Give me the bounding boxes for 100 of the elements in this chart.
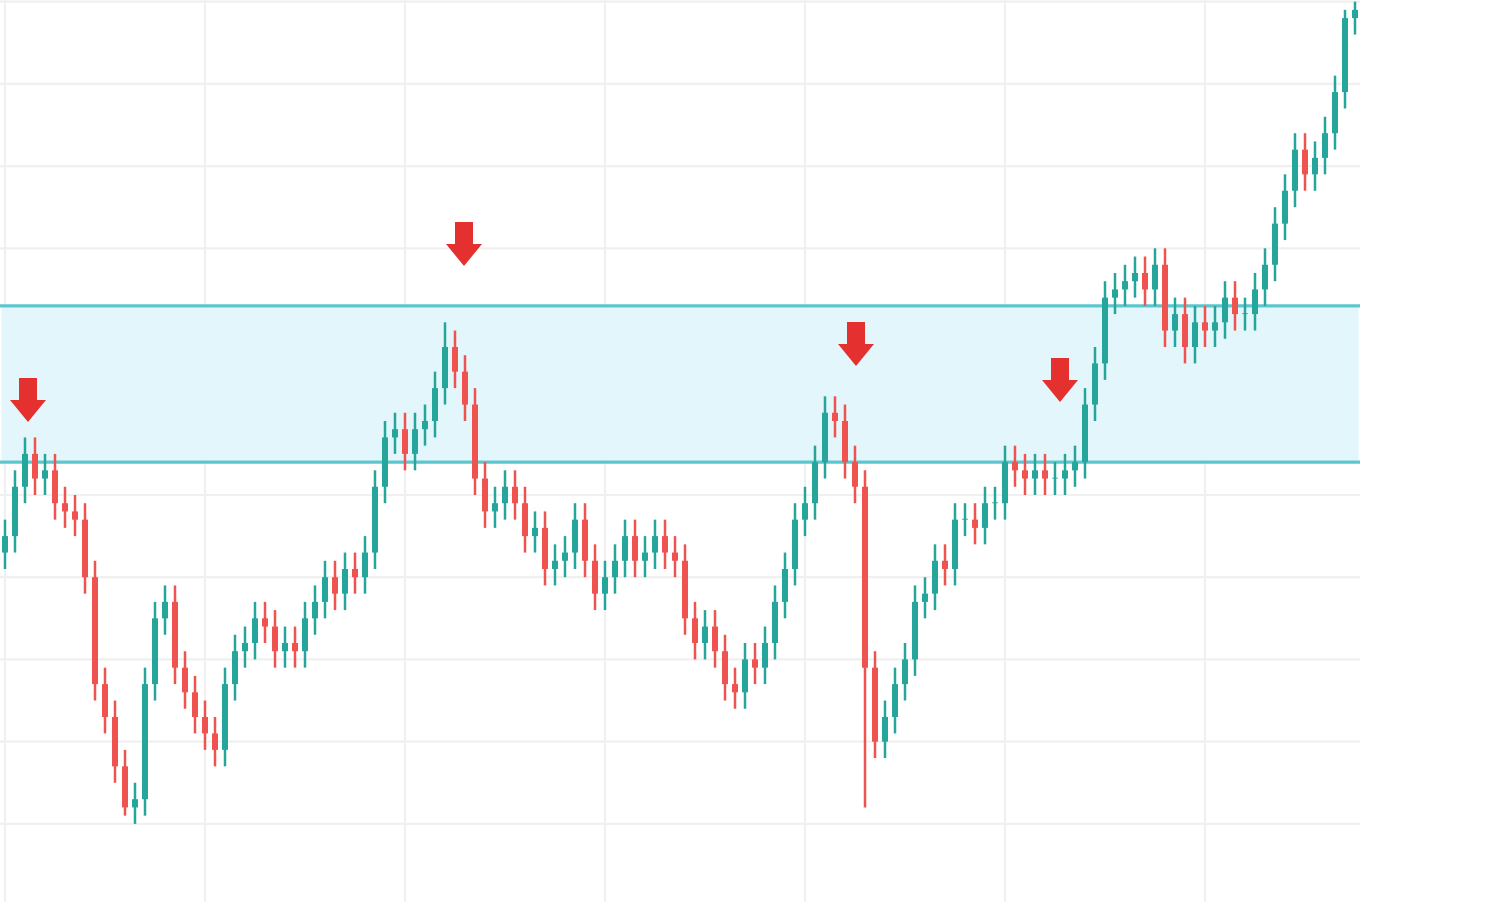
candlestick: [672, 534, 678, 579]
candlestick: [922, 575, 928, 620]
candlestick: [1352, 0, 1358, 36]
candlestick: [232, 633, 238, 702]
candlestick: [2, 518, 8, 571]
candlestick: [22, 436, 28, 505]
candlestick: [482, 460, 488, 530]
candlestick: [982, 485, 988, 546]
candlestick: [1332, 74, 1338, 151]
candlestick: [1312, 140, 1318, 193]
candlestick: [992, 485, 998, 521]
candlestick: [942, 543, 948, 587]
candlestick: [542, 510, 548, 587]
candlestick: [72, 493, 78, 538]
candlestick: [1232, 279, 1238, 332]
candlestick: [752, 641, 758, 686]
candlestick: [442, 321, 448, 406]
candlestick: [452, 329, 458, 390]
candlestick: [1002, 444, 1008, 521]
candlestick: [1252, 271, 1258, 332]
candlestick: [62, 485, 68, 530]
candlestick: [772, 584, 778, 661]
candlestick: [1302, 131, 1308, 193]
candlestick: [1322, 115, 1328, 176]
candlestick: [1012, 444, 1018, 489]
candlestick: [462, 353, 468, 423]
candlestick: [492, 485, 498, 530]
candlestick: [512, 469, 518, 521]
candlestick: [642, 534, 648, 579]
candlestick: [972, 501, 978, 546]
candlestick: [212, 715, 218, 768]
candlestick: [662, 518, 668, 571]
candlestick: [412, 411, 418, 472]
candlestick: [162, 584, 168, 637]
candlestick: [552, 543, 558, 587]
candlestick: [352, 551, 358, 595]
candlestick: [392, 411, 398, 456]
candlestick: [742, 641, 748, 711]
candlestick: [42, 452, 48, 497]
candlestick: [322, 559, 328, 620]
candlestick: [582, 501, 588, 579]
candlestick: [1132, 255, 1138, 299]
candlestick: [1242, 296, 1248, 332]
candlestick: [612, 543, 618, 595]
candlestick: [1032, 452, 1038, 497]
candlestick: [522, 485, 528, 554]
candlestick: [292, 625, 298, 669]
candlestick: [1042, 452, 1048, 497]
candlestick: [102, 666, 108, 735]
candlestick: [722, 633, 728, 702]
candlestick: [282, 625, 288, 669]
candlestick: [702, 608, 708, 661]
candlestick: [262, 600, 268, 645]
candlestick: [1212, 304, 1218, 349]
candlestick: [892, 666, 898, 735]
candlestick: [1062, 452, 1068, 497]
candlestick: [1292, 131, 1298, 209]
candlestick: [1192, 304, 1198, 365]
candlestick: [882, 699, 888, 760]
candlestick: [1282, 173, 1288, 242]
candlestick: [832, 395, 838, 439]
candlestick: [632, 518, 638, 579]
candlestick: [1272, 205, 1278, 283]
candlestick: [592, 543, 598, 612]
candlestick: [602, 559, 608, 612]
candlestick: [802, 485, 808, 538]
candlestick: [432, 370, 438, 439]
candlestick: [1202, 304, 1208, 349]
candlestick: [422, 403, 428, 447]
candlestick: [712, 608, 718, 669]
candlestick: [1022, 452, 1028, 497]
candlestick: [732, 666, 738, 711]
candlestick: [302, 600, 308, 669]
candlestick: [532, 510, 538, 554]
candlestick: [652, 518, 658, 571]
candlestick: [32, 436, 38, 497]
candlestick: [342, 551, 348, 612]
candlestick: [132, 781, 138, 826]
candlestick: [1262, 247, 1268, 308]
candlestick: [1152, 247, 1158, 308]
candlestick: [362, 534, 368, 595]
candlestick: [252, 600, 258, 661]
candlestick: [502, 469, 508, 521]
candlestick: [852, 444, 858, 505]
candlestick: [962, 501, 968, 538]
candlestick: [902, 641, 908, 702]
candlestick: [1172, 296, 1178, 349]
candlestick: [332, 559, 338, 612]
candlestick: [812, 444, 818, 521]
candlestick: [1112, 271, 1118, 316]
candlestick: [1092, 345, 1098, 423]
candlestick: [242, 625, 248, 669]
candlestick: [842, 403, 848, 480]
candlestick: [692, 600, 698, 661]
candlestick: [1142, 255, 1148, 308]
candlestick: [182, 649, 188, 711]
candlestick: [52, 452, 58, 521]
candlestick: [1182, 296, 1188, 365]
candlestick: [782, 551, 788, 620]
candlestick: [192, 674, 198, 735]
